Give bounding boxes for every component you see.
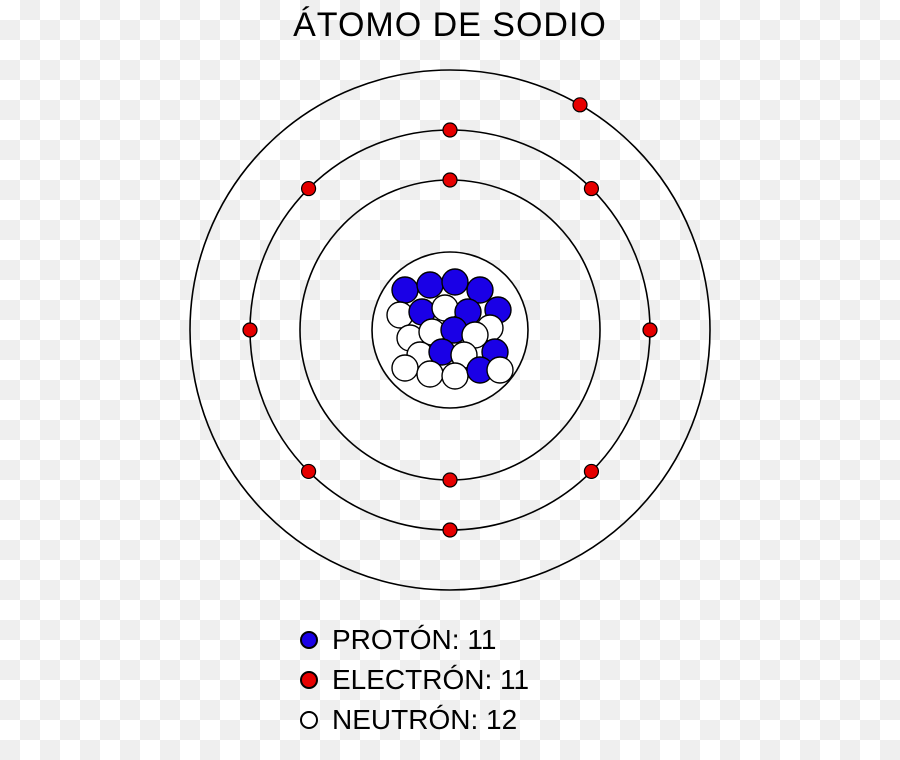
legend-row-neutron: NEUTRÓN: 12: [300, 700, 529, 740]
atom-diagram: [170, 40, 730, 600]
electron-particle: [643, 323, 657, 337]
neutron-particle: [487, 357, 513, 383]
electron-particle: [573, 98, 587, 112]
neutron-swatch-icon: [300, 711, 318, 729]
electron-particle: [243, 323, 257, 337]
legend-row-proton: PROTÓN: 11: [300, 620, 529, 660]
electron-particle: [443, 123, 457, 137]
legend: PROTÓN: 11 ELECTRÓN: 11 NEUTRÓN: 12: [300, 620, 529, 740]
electron-particle: [443, 173, 457, 187]
neutron-particle: [392, 355, 418, 381]
legend-label-electron: ELECTRÓN: 11: [332, 664, 529, 696]
legend-row-electron: ELECTRÓN: 11: [300, 660, 529, 700]
electron-particle: [443, 473, 457, 487]
legend-label-neutron: NEUTRÓN: 12: [332, 704, 517, 736]
electron-particle: [584, 182, 598, 196]
electron-particle: [584, 464, 598, 478]
proton-particle: [392, 277, 418, 303]
proton-particle: [442, 269, 468, 295]
electron-particle: [302, 464, 316, 478]
electron-particle: [302, 182, 316, 196]
electron-particle: [443, 523, 457, 537]
proton-swatch-icon: [300, 631, 318, 649]
neutron-particle: [442, 363, 468, 389]
legend-label-proton: PROTÓN: 11: [332, 624, 496, 656]
electron-swatch-icon: [300, 671, 318, 689]
diagram-stage: ÁTOMO DE SODIO PROTÓN: 11 ELECTRÓN: 11 N…: [0, 0, 900, 760]
proton-particle: [417, 272, 443, 298]
neutron-particle: [417, 361, 443, 387]
